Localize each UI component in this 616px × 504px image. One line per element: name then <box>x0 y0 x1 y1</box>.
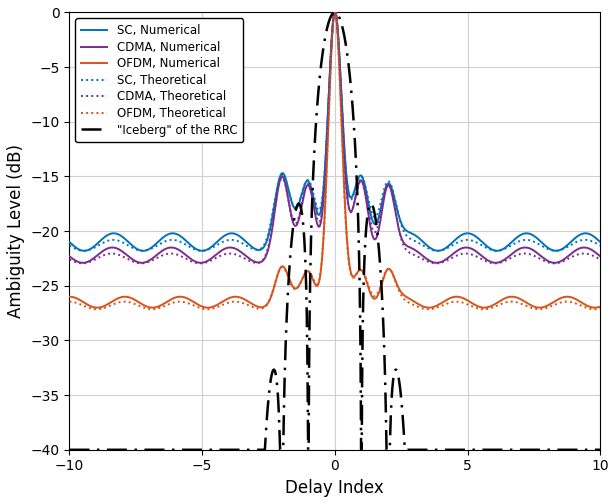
SC, Theoretical <box>293 204 301 210</box>
"Iceberg" of the RRC <box>289 229 296 235</box>
SC, Theoretical <box>139 248 147 254</box>
"Iceberg" of the RRC <box>452 447 459 453</box>
OFDM, Theoretical <box>596 305 604 311</box>
OFDM, Theoretical <box>293 286 301 292</box>
CDMA, Theoretical <box>79 261 86 267</box>
SC, Numerical <box>289 202 296 208</box>
OFDM, Numerical <box>66 294 73 300</box>
SC, Numerical <box>293 205 301 211</box>
Line: OFDM, Theoretical: OFDM, Theoretical <box>70 13 600 309</box>
CDMA, Numerical <box>66 254 73 260</box>
CDMA, Theoretical <box>318 210 325 216</box>
"Iceberg" of the RRC <box>596 447 604 453</box>
CDMA, Numerical <box>580 244 588 250</box>
Line: OFDM, Numerical: OFDM, Numerical <box>70 13 600 307</box>
OFDM, Numerical <box>554 296 561 302</box>
SC, Numerical <box>318 203 325 209</box>
SC, Theoretical <box>580 237 588 243</box>
"Iceberg" of the RRC <box>580 447 588 453</box>
OFDM, Theoretical <box>452 299 459 305</box>
"Iceberg" of the RRC <box>331 10 338 16</box>
CDMA, Numerical <box>197 260 205 266</box>
SC, Theoretical <box>554 247 561 254</box>
CDMA, Theoretical <box>66 257 73 263</box>
SC, Numerical <box>81 248 88 254</box>
"Iceberg" of the RRC <box>66 447 73 453</box>
SC, Theoretical <box>452 240 459 246</box>
OFDM, Numerical <box>452 294 459 300</box>
SC, Numerical <box>452 237 459 243</box>
OFDM, Theoretical <box>554 300 561 306</box>
SC, Theoretical <box>66 242 73 248</box>
CDMA, Numerical <box>331 10 338 16</box>
CDMA, Numerical <box>554 260 561 266</box>
Line: CDMA, Numerical: CDMA, Numerical <box>70 13 600 263</box>
OFDM, Theoretical <box>289 284 296 290</box>
CDMA, Theoretical <box>580 250 588 257</box>
OFDM, Numerical <box>480 304 488 310</box>
CDMA, Numerical <box>452 249 459 255</box>
CDMA, Theoretical <box>452 253 459 259</box>
CDMA, Theoretical <box>554 260 561 266</box>
SC, Numerical <box>66 239 73 245</box>
Y-axis label: Ambiguity Level (dB): Ambiguity Level (dB) <box>7 144 25 318</box>
CDMA, Theoretical <box>331 10 338 16</box>
CDMA, Numerical <box>596 254 604 260</box>
CDMA, Numerical <box>318 214 325 220</box>
OFDM, Numerical <box>289 283 296 289</box>
SC, Numerical <box>580 230 588 236</box>
CDMA, Numerical <box>289 218 296 224</box>
OFDM, Numerical <box>293 285 301 291</box>
SC, Theoretical <box>289 201 296 207</box>
Line: "Iceberg" of the RRC: "Iceberg" of the RRC <box>70 13 600 450</box>
SC, Theoretical <box>596 242 604 248</box>
OFDM, Numerical <box>331 10 338 16</box>
OFDM, Numerical <box>580 301 588 307</box>
Line: SC, Theoretical: SC, Theoretical <box>70 13 600 251</box>
SC, Numerical <box>596 239 604 245</box>
SC, Numerical <box>331 10 338 16</box>
"Iceberg" of the RRC <box>554 447 561 453</box>
OFDM, Numerical <box>596 303 604 309</box>
X-axis label: Delay Index: Delay Index <box>285 479 384 497</box>
SC, Theoretical <box>318 198 325 204</box>
CDMA, Numerical <box>293 222 301 228</box>
CDMA, Theoretical <box>596 257 604 263</box>
SC, Numerical <box>554 247 561 254</box>
OFDM, Theoretical <box>204 306 211 312</box>
OFDM, Theoretical <box>580 304 588 310</box>
OFDM, Numerical <box>318 260 325 266</box>
CDMA, Theoretical <box>293 219 301 225</box>
OFDM, Theoretical <box>66 298 73 304</box>
Line: SC, Numerical: SC, Numerical <box>70 13 600 251</box>
"Iceberg" of the RRC <box>318 57 325 64</box>
Legend: SC, Numerical, CDMA, Numerical, OFDM, Numerical, SC, Theoretical, CDMA, Theoreti: SC, Numerical, CDMA, Numerical, OFDM, Nu… <box>75 18 243 143</box>
CDMA, Theoretical <box>289 216 296 222</box>
"Iceberg" of the RRC <box>293 204 301 210</box>
OFDM, Theoretical <box>318 258 325 264</box>
Line: CDMA, Theoretical: CDMA, Theoretical <box>70 13 600 264</box>
OFDM, Theoretical <box>331 10 338 16</box>
SC, Theoretical <box>331 10 338 16</box>
